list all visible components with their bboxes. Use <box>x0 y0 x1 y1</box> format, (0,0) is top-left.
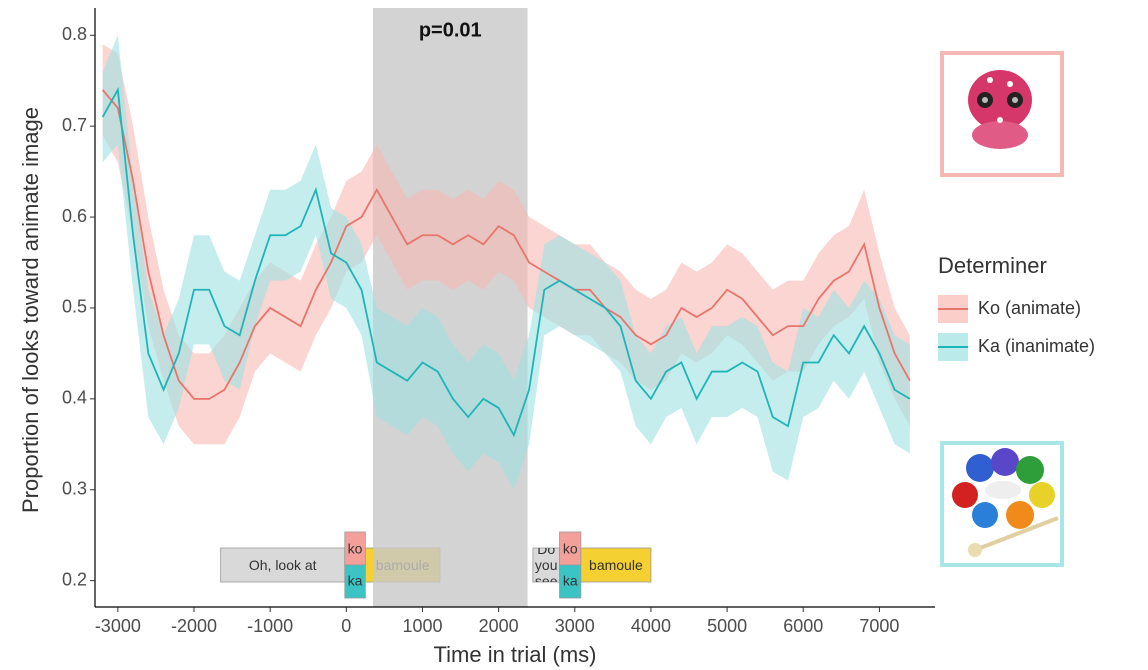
phrase-box <box>532 547 560 583</box>
x-tick-label: 7000 <box>859 616 899 636</box>
y-axis-title: Proportion of looks toward animate image <box>18 107 43 513</box>
x-tick-label: -1000 <box>247 616 293 636</box>
y-tick-label: 0.4 <box>62 388 87 408</box>
phrase-label-box: Do you see <box>534 548 558 582</box>
series-line <box>101 89 911 400</box>
x-tick-label: 3000 <box>555 616 595 636</box>
series-line <box>101 86 911 438</box>
phrase-label: Oh, look at <box>248 557 317 573</box>
x-tick-label: 6000 <box>783 616 823 636</box>
determiner-label: ko <box>563 541 578 557</box>
phrase-box <box>220 547 346 583</box>
x-tick-label: -2000 <box>171 616 217 636</box>
phrase-label: Do you see <box>534 548 558 582</box>
x-tick-label: 0 <box>341 616 351 636</box>
y-tick-label: 0.2 <box>62 569 87 589</box>
y-tick-label: 0.8 <box>62 24 87 44</box>
phrase-box <box>580 547 652 583</box>
legend-label: Ko (animate) <box>978 298 1081 318</box>
significance-label: p=0.01 <box>419 19 482 41</box>
x-tick-label: 4000 <box>631 616 671 636</box>
confidence-band <box>102 35 910 490</box>
x-tick-label: 2000 <box>479 616 519 636</box>
animate-image <box>940 51 1064 177</box>
x-tick-label: 5000 <box>707 616 747 636</box>
y-tick-label: 0.5 <box>62 297 87 317</box>
y-tick-label: 0.3 <box>62 478 87 498</box>
determiner-label: ko <box>348 541 363 557</box>
legend-title: Determiner <box>938 253 1047 278</box>
legend-label: Ka (inanimate) <box>978 336 1095 356</box>
x-tick-label: 1000 <box>402 616 442 636</box>
x-tick-label: -3000 <box>95 616 141 636</box>
inanimate-image <box>940 441 1064 567</box>
x-axis-title: Time in trial (ms) <box>434 642 597 667</box>
phrase-label-box: bamoule <box>589 557 643 573</box>
significance-shade <box>372 8 528 607</box>
y-tick-label: 0.7 <box>62 115 87 135</box>
phrase-label: bamoule <box>589 557 643 573</box>
phrase-label-box: Oh, look at <box>248 557 317 573</box>
y-tick-label: 0.6 <box>62 206 87 226</box>
determiner-label: ka <box>563 573 578 589</box>
determiner-label: ka <box>348 573 363 589</box>
